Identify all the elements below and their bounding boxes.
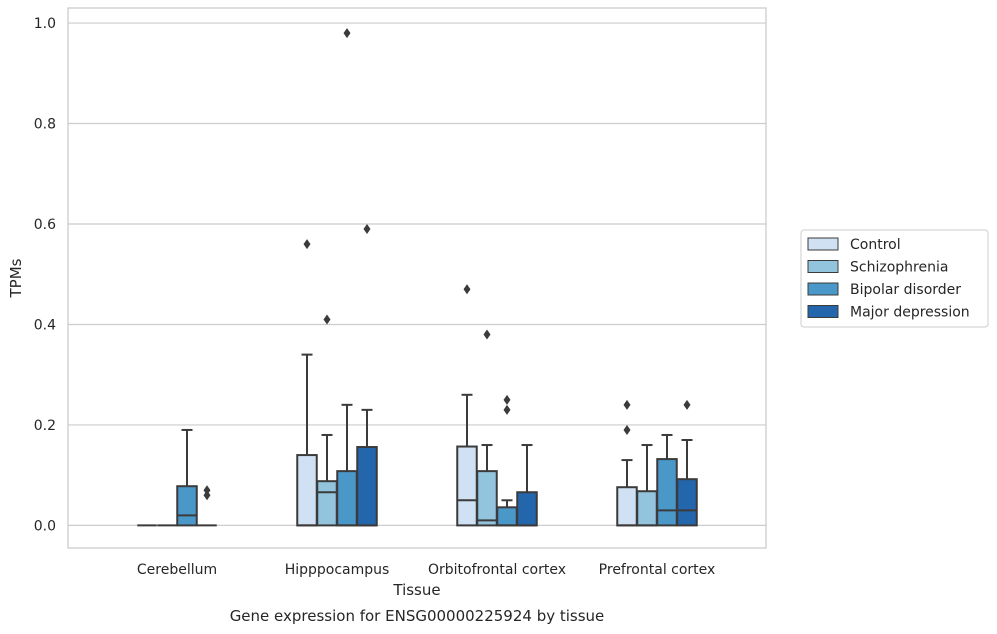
plot-frame: [67, 7, 767, 549]
outlier-point: [463, 284, 471, 295]
outlier-point: [323, 314, 331, 325]
box-body: [476, 470, 498, 527]
y-tick-label: 0.4: [34, 317, 56, 333]
box-2-0: [456, 284, 478, 527]
legend-label: Bipolar disorder: [850, 282, 961, 298]
box-body: [496, 506, 518, 527]
box-2-3: [516, 444, 538, 527]
box-body: [336, 470, 358, 527]
outlier-point: [623, 424, 631, 435]
outlier-point: [303, 239, 311, 250]
box-1-0: [296, 239, 318, 527]
legend-swatch: [807, 237, 839, 251]
box-body: [676, 478, 698, 527]
legend: Control Schizophrenia Bipolar disorder Majo…: [800, 229, 989, 328]
legend-label: Control: [850, 237, 901, 253]
box-3-1: [636, 444, 658, 527]
outlier-point: [363, 224, 371, 235]
legend-label: Major depression: [850, 305, 970, 321]
box-0-2: [176, 428, 198, 527]
box-3-3: [676, 399, 698, 527]
y-tick-label: 0.6: [34, 217, 56, 233]
x-tick-label: Hipppocampus: [285, 562, 390, 578]
box-body: [656, 458, 678, 527]
box-1-3: [356, 224, 378, 527]
legend-swatch: [807, 305, 839, 318]
outlier-point: [503, 404, 511, 415]
box-body: [516, 491, 538, 527]
box-body: [456, 445, 478, 527]
box-1-1: [316, 314, 338, 527]
outlier-point: [203, 485, 211, 496]
outlier-point: [203, 490, 211, 501]
outlier-point: [623, 399, 631, 410]
box-3-2: [656, 433, 678, 527]
box-body: [356, 446, 378, 527]
box-1-2: [336, 28, 358, 527]
outlier-point: [683, 399, 691, 410]
box-0-3: [197, 485, 217, 527]
box-body: [176, 485, 198, 527]
x-axis-label: Tissue: [392, 581, 440, 599]
y-tick-label: 1.0: [34, 16, 56, 32]
box-body: [636, 490, 658, 527]
outlier-point: [503, 394, 511, 405]
legend-swatch: [807, 260, 839, 273]
outlier-point: [343, 28, 351, 39]
box-body: [616, 486, 638, 527]
figure-caption: Gene expression for ENSG00000225924 by t…: [230, 607, 605, 625]
legend-label: Schizophrenia: [850, 260, 948, 276]
y-tick-label: 0.2: [34, 418, 56, 434]
box-2-2: [496, 394, 518, 527]
y-tick-label: 0.0: [34, 518, 56, 534]
legend-swatch: [807, 282, 839, 296]
outlier-point: [483, 329, 491, 340]
y-axis-label: TPMs: [7, 258, 25, 298]
box-3-0: [616, 399, 638, 527]
x-tick-label: Prefrontal cortex: [599, 562, 716, 578]
legend-frame: [800, 229, 989, 328]
x-tick-label: Cerebellum: [137, 562, 217, 578]
box-2-1: [476, 329, 498, 527]
x-tick-label: Orbitofrontal cortex: [428, 562, 566, 578]
box-body: [316, 480, 338, 527]
box-body: [296, 454, 318, 527]
y-tick-label: 0.8: [34, 117, 56, 133]
